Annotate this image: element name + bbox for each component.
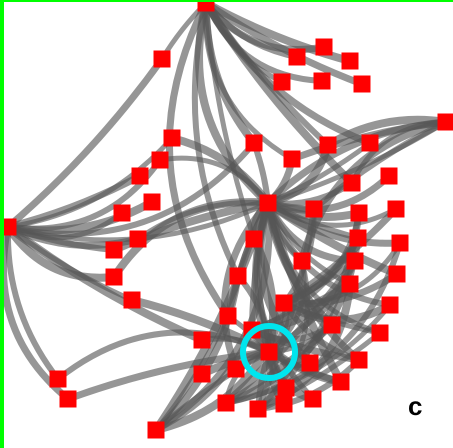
graph-node [391, 234, 409, 252]
graph-node [387, 200, 405, 218]
graph-node [153, 50, 171, 68]
graph-edge [255, 330, 383, 412]
graph-node [380, 167, 398, 185]
graph-edge [222, 321, 336, 407]
graph-node [0, 218, 17, 236]
graph-node [437, 113, 453, 131]
graph-node [361, 134, 379, 152]
graph-node [229, 267, 247, 285]
graph-node [381, 296, 399, 314]
graph-node [193, 365, 211, 383]
graph-node [304, 390, 322, 408]
graph-node [341, 275, 359, 293]
graph-edge [202, 0, 356, 187]
graph-node [346, 252, 364, 270]
graph-edge [222, 257, 359, 407]
graph-node [49, 370, 67, 388]
graph-node [301, 354, 319, 372]
graph-node [59, 390, 77, 408]
graph-edge [110, 198, 272, 281]
graph-node [350, 204, 368, 222]
graph-node [315, 38, 333, 56]
graph-node [249, 400, 267, 418]
graph-node [259, 194, 277, 212]
graph-node [197, 0, 215, 12]
graph-node [245, 230, 263, 248]
graph-node [332, 373, 350, 391]
graph-node [147, 421, 165, 439]
graph-node [275, 395, 293, 413]
graph-node [217, 394, 235, 412]
graph-edge [223, 240, 403, 406]
graph-node [371, 324, 389, 342]
graph-edge [152, 235, 258, 434]
graph-edge [157, 155, 271, 206]
graph-node [323, 316, 341, 334]
graph-node [353, 75, 371, 93]
graph-node [349, 229, 367, 247]
graph-node [343, 174, 361, 192]
graph-node [283, 150, 301, 168]
graph-node [219, 307, 237, 325]
graph-node [129, 230, 147, 248]
graph-node [388, 265, 406, 283]
graph-edge [4, 223, 118, 282]
graph-node [273, 73, 291, 91]
graph-node [113, 204, 131, 222]
graph-node [193, 331, 211, 349]
graph-edge [4, 55, 166, 231]
graph-node [151, 151, 169, 169]
graph-node [275, 294, 293, 312]
graph-node [319, 136, 337, 154]
graph-node [227, 360, 245, 378]
graph-edge [165, 0, 232, 320]
graph-node [305, 200, 323, 218]
graph-node [105, 268, 123, 286]
graph-edge [128, 296, 273, 356]
highlight-layer [240, 323, 298, 381]
graph-node [260, 343, 278, 361]
graph-node [105, 241, 123, 259]
edge-layer [0, 0, 450, 434]
graph-node [350, 351, 368, 369]
graph-node [131, 167, 149, 185]
graph-node [245, 134, 263, 152]
graph-node [293, 252, 311, 270]
graph-node [288, 48, 306, 66]
graph-node [313, 72, 331, 90]
panel-label: c [408, 391, 423, 421]
graph-node [143, 193, 161, 211]
graph-node [341, 52, 359, 70]
graph-edge [221, 199, 272, 373]
graph-edge [202, 0, 366, 88]
graph-edge [4, 223, 206, 344]
graph-edge [4, 172, 144, 231]
graph-node [277, 379, 295, 397]
graph-node [163, 129, 181, 147]
highlight-ring [240, 323, 298, 381]
node-layer [0, 0, 453, 439]
graph-node [123, 291, 141, 309]
